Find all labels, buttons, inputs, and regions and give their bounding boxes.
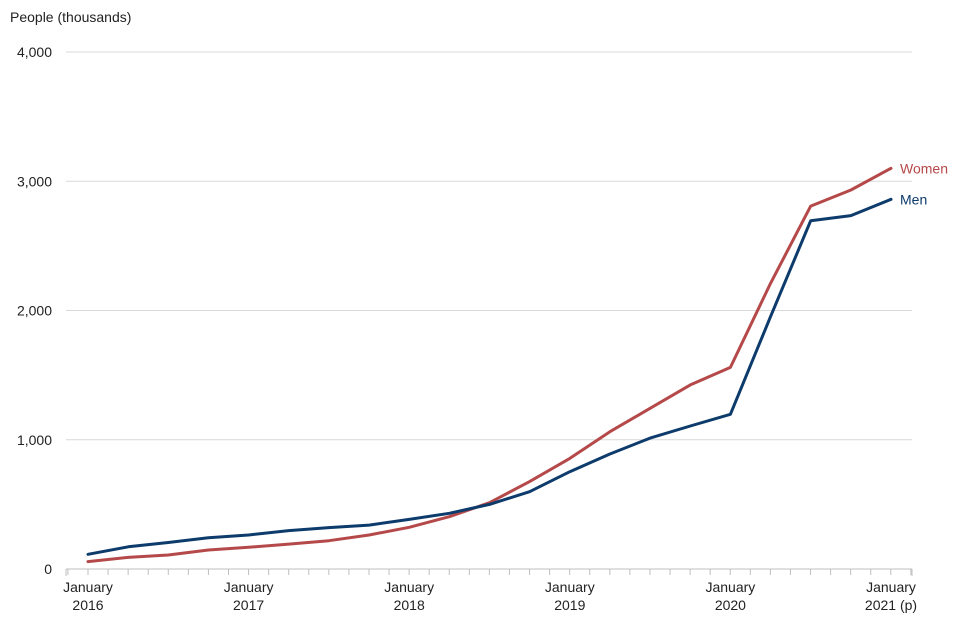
series-line-men — [86, 197, 893, 556]
x-tick-label: January — [705, 579, 755, 595]
y-tick-label: 2,000 — [17, 303, 52, 319]
x-tick-label: January — [545, 579, 595, 595]
x-axis: January 2016 January 2017 January 2018 January… — [63, 568, 917, 613]
x-tick-label: January — [866, 579, 916, 595]
series-line-women — [86, 166, 893, 564]
y-tick-label: 0 — [44, 561, 52, 577]
gridlines — [66, 51, 912, 441]
x-tick-label: January — [63, 579, 113, 595]
x-tick-label: 2017 — [233, 597, 264, 613]
x-tick-label: 2016 — [72, 597, 103, 613]
y-tick-label: 1,000 — [17, 432, 52, 448]
y-tick-label: 3,000 — [17, 173, 52, 189]
x-tick-label: 2021 (p) — [865, 597, 917, 613]
y-tick-label: 4,000 — [17, 44, 52, 60]
y-axis-ticks: 0 1,000 2,000 3,000 4,000 — [17, 44, 52, 577]
x-tick-label: 2019 — [554, 597, 585, 613]
series-labels: Women Men — [900, 160, 948, 207]
series-lines — [86, 166, 893, 564]
x-tick-label: January — [384, 579, 434, 595]
x-tick-label: 2020 — [715, 597, 746, 613]
series-label-men: Men — [900, 191, 927, 207]
series-label-women: Women — [900, 160, 948, 176]
y-axis-title: People (thousands) — [10, 9, 131, 25]
x-tick-label: 2018 — [394, 597, 425, 613]
x-tick-label: January — [224, 579, 274, 595]
